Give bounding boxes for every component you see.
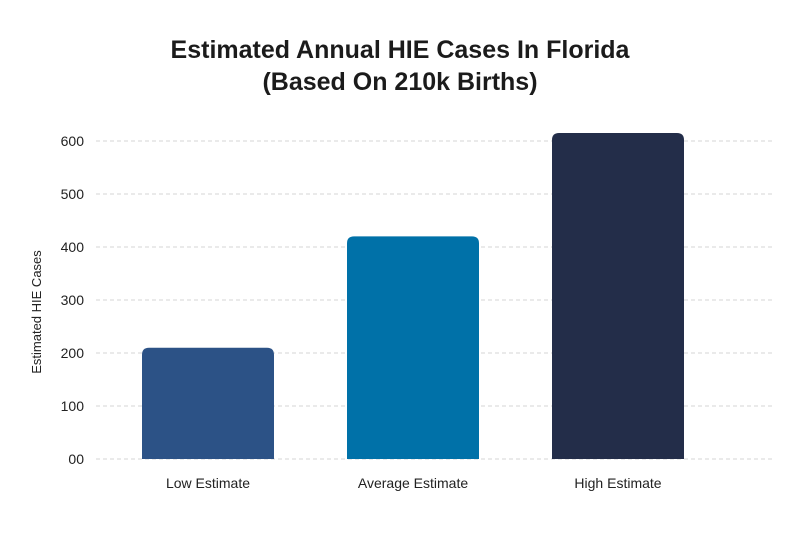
y-tick-label: 500 — [61, 186, 85, 202]
y-tick-label: 200 — [61, 345, 85, 361]
y-tick-label: 100 — [61, 398, 85, 414]
bar-low-estimate — [142, 347, 274, 459]
x-category-label: Low Estimate — [166, 475, 250, 491]
x-category-label: Average Estimate — [358, 475, 468, 491]
bar-high-estimate — [552, 133, 684, 460]
y-tick-label: 300 — [61, 292, 85, 308]
y-tick-label: 600 — [61, 133, 85, 149]
chart-title: Estimated Annual HIE Cases In Florida — [170, 36, 630, 64]
y-tick-label: 400 — [61, 239, 85, 255]
y-tick-label: 00 — [68, 451, 84, 467]
chart-subtitle: (Based On 210k Births) — [262, 68, 538, 96]
y-axis-label: Estimated HIE Cases — [29, 250, 44, 374]
x-category-label: High Estimate — [574, 475, 661, 491]
bar-average-estimate — [347, 236, 479, 459]
